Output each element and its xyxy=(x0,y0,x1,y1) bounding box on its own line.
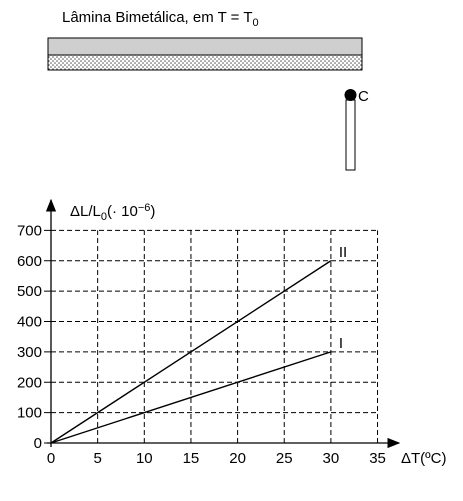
x-tick-label: 30 xyxy=(323,450,340,467)
x-tick-label: 20 xyxy=(229,450,246,467)
y-label-part: ) xyxy=(150,203,155,220)
figure: Lâmina Bimetálica, em T = T0 C 010020030… xyxy=(0,0,463,501)
y-tick-label: 100 xyxy=(17,405,42,422)
x-tick-label: 25 xyxy=(276,450,293,467)
y-tick-label: 600 xyxy=(17,253,42,270)
x-tick-label: 5 xyxy=(93,450,101,467)
y-tick-label: 700 xyxy=(17,222,42,239)
x-tick-label: 0 xyxy=(47,450,55,467)
y-label-part: −6 xyxy=(138,202,151,214)
x-axis-label: ΔT(ºC) xyxy=(401,450,446,467)
chart: 0 100 200 300 400 500 600 700 0 5 10 15 20 25 30 35 ΔT(º… xyxy=(17,200,447,467)
point-c xyxy=(345,89,357,101)
y-tick-label: 0 xyxy=(34,435,42,452)
y-label-part: ΔL/L xyxy=(70,203,101,220)
series-line xyxy=(51,352,331,443)
series-label: I xyxy=(339,335,343,352)
strip-bottom xyxy=(48,55,362,70)
x-tick-label: 10 xyxy=(136,450,153,467)
y-label-part: (· 10 xyxy=(107,203,138,220)
y-tick-label: 300 xyxy=(17,344,42,361)
y-tick-label: 500 xyxy=(17,283,42,300)
y-axis-label: ΔL/L0(· 10−6) xyxy=(70,202,155,223)
rod xyxy=(346,100,355,170)
series-label: II xyxy=(339,244,347,261)
point-label: C xyxy=(358,88,369,105)
y-tick-label: 400 xyxy=(17,314,42,331)
y-tick-label: 200 xyxy=(17,374,42,391)
x-tick-label: 15 xyxy=(183,450,200,467)
strip-top xyxy=(48,38,362,55)
caption: Lâmina Bimetálica, em T = T0 xyxy=(62,9,259,29)
x-tick-label: 35 xyxy=(369,450,386,467)
